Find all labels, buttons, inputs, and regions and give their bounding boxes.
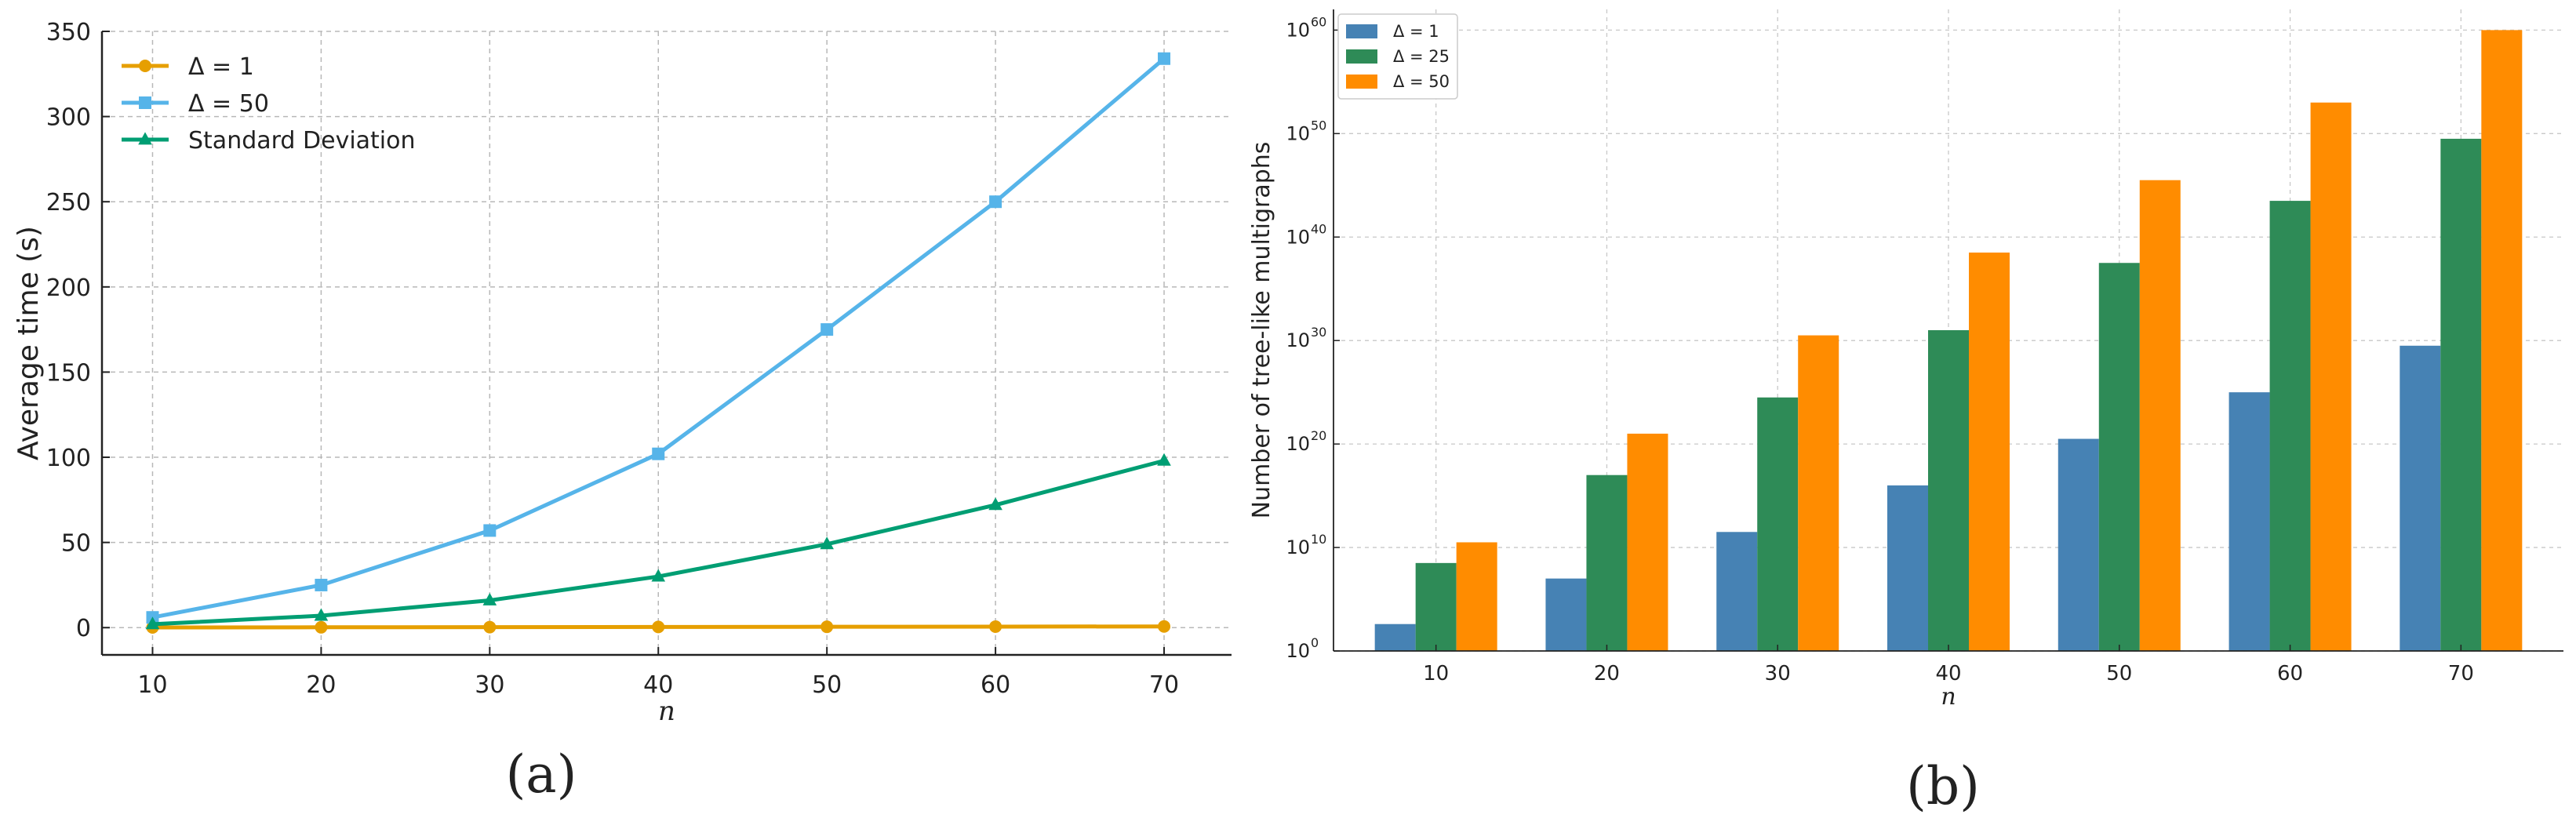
- y-tick-base: 10: [1286, 19, 1310, 41]
- bar-series-1: [1928, 330, 1969, 651]
- y-tick-label: 350: [46, 19, 91, 46]
- bar-series-2: [2481, 30, 2523, 652]
- bar-series-1: [2269, 201, 2311, 651]
- x-tick-label: 30: [1765, 662, 1791, 685]
- bar-series-0: [1545, 578, 1587, 651]
- legend-swatch: [1346, 24, 1377, 38]
- series-1-point: [820, 323, 834, 336]
- bar-series-2: [1969, 253, 2010, 651]
- series-2-point: [482, 592, 497, 605]
- x-tick-label: 20: [306, 671, 336, 699]
- bar-series-0: [1374, 624, 1416, 651]
- bar-series-2: [2310, 102, 2352, 651]
- bar-series-2: [1627, 433, 1668, 651]
- x-tick-label: 40: [1935, 662, 1961, 685]
- y-tick-exponent: 60: [1311, 14, 1326, 29]
- y-tick-label: 50: [61, 530, 91, 558]
- bar-series-0: [1887, 485, 1928, 651]
- y-tick-label: 0: [76, 615, 91, 642]
- legend-marker: [139, 96, 151, 109]
- legend-marker: [139, 60, 151, 72]
- y-tick-exponent: 40: [1311, 221, 1326, 236]
- bar-series-1: [2440, 138, 2482, 651]
- y-tick-base: 10: [1286, 226, 1310, 248]
- y-axis-label: Number of tree-like multigraphs: [1248, 142, 1275, 519]
- x-tick-label: 60: [981, 671, 1010, 699]
- legend-marker: [138, 132, 152, 145]
- y-tick-base: 10: [1286, 122, 1310, 144]
- y-tick-exponent: 10: [1311, 532, 1326, 547]
- y-tick-label: 100: [46, 445, 91, 472]
- x-tick-label: 20: [1594, 662, 1620, 685]
- panel-label: (a): [506, 744, 577, 805]
- y-tick-base: 10: [1286, 640, 1310, 662]
- y-axis-label: Average time (s): [13, 226, 45, 460]
- bar-series-2: [1798, 335, 1839, 651]
- bar-series-1: [1415, 562, 1457, 651]
- bar-series-0: [1716, 532, 1758, 651]
- y-tick-label: 150: [46, 359, 91, 387]
- series-1-point: [989, 195, 1002, 209]
- y-tick-label: 300: [46, 104, 91, 132]
- series-2-point: [314, 608, 329, 621]
- x-tick-label: 70: [2448, 662, 2474, 685]
- series-1-point: [1158, 52, 1171, 65]
- series-1-point: [483, 524, 497, 537]
- x-tick-label: 60: [2277, 662, 2303, 685]
- bar-series-1: [2098, 263, 2140, 651]
- x-tick-label: 10: [1423, 662, 1449, 685]
- series-0-point: [483, 620, 497, 634]
- x-tick-label: 10: [137, 671, 167, 699]
- series-1-point: [652, 447, 665, 460]
- series-2-point: [988, 497, 1002, 511]
- bar-series-1: [1757, 397, 1799, 651]
- legend-label: Δ = 25: [1393, 47, 1450, 66]
- x-tick-label: 70: [1149, 671, 1179, 699]
- legend-label: Δ = 50: [1393, 72, 1450, 91]
- series-2-point: [820, 536, 834, 550]
- bar-series-2: [1456, 542, 1497, 651]
- legend-label: Δ = 50: [188, 90, 269, 118]
- series-1-point: [315, 578, 328, 591]
- y-tick-exponent: 0: [1311, 635, 1319, 650]
- legend-label: Δ = 1: [188, 53, 254, 81]
- series-2-point: [145, 616, 160, 630]
- bar-series-2: [2139, 180, 2181, 651]
- legend-label: Standard Deviation: [188, 127, 416, 155]
- series-0-point: [652, 620, 665, 634]
- x-axis-label: n: [1941, 683, 1956, 711]
- y-tick-label: 200: [46, 275, 91, 302]
- y-tick-exponent: 20: [1311, 428, 1326, 443]
- series-0-point: [820, 620, 834, 634]
- legend-label: Δ = 1: [1393, 22, 1439, 41]
- panel-label: (b): [1906, 756, 1980, 816]
- bar-series-1: [1586, 474, 1628, 651]
- x-axis-label: n: [658, 696, 675, 727]
- y-tick-exponent: 30: [1311, 325, 1326, 340]
- legend-swatch: [1346, 49, 1377, 64]
- chart-panel-a: 10 20 30 40 50 60 70 0 50 100 150 200 250 300 350 Δ = 1…: [13, 19, 1232, 805]
- series-0-point: [989, 620, 1002, 633]
- y-tick-exponent: 50: [1311, 118, 1326, 133]
- bar-series-0: [2058, 438, 2099, 651]
- series-0-point: [1158, 620, 1171, 633]
- x-tick-label: 40: [643, 671, 673, 699]
- series-0-point: [315, 620, 328, 634]
- bar-series-0: [2229, 392, 2270, 651]
- bar-series-0: [2400, 345, 2441, 651]
- y-tick-base: 10: [1286, 329, 1310, 351]
- series-2-point: [651, 569, 666, 582]
- y-tick-base: 10: [1286, 433, 1310, 455]
- y-tick-label: 250: [46, 189, 91, 216]
- y-tick-base: 10: [1286, 536, 1310, 558]
- series-2-point: [1157, 453, 1171, 466]
- x-tick-label: 30: [475, 671, 504, 699]
- legend-swatch: [1346, 75, 1377, 89]
- x-tick-label: 50: [812, 671, 842, 699]
- x-tick-label: 50: [2106, 662, 2132, 685]
